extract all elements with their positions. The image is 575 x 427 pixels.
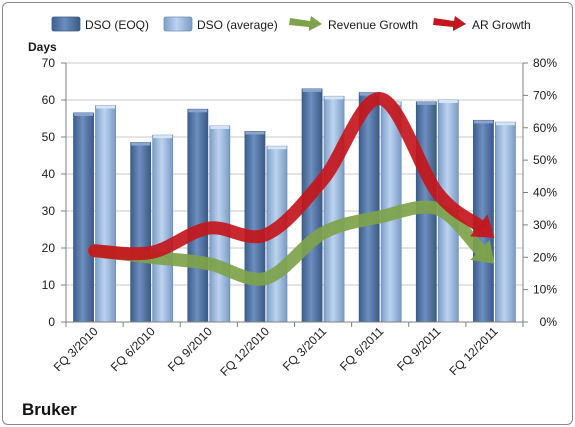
bar-cap xyxy=(495,122,515,126)
bar-cap xyxy=(74,112,94,116)
bar-cap xyxy=(438,100,458,103)
bar-dso-average xyxy=(95,105,116,323)
bar-cap xyxy=(131,142,151,146)
legend-label-dso-average: DSO (average) xyxy=(197,18,278,32)
y-tick-label: 70 xyxy=(42,56,56,70)
y2-tick-label: 50% xyxy=(533,153,557,167)
bar-dso-average xyxy=(152,134,174,323)
legend-label-ar-growth: AR Growth xyxy=(472,18,531,32)
bar-cap xyxy=(473,120,493,124)
x-tick-label: FQ 3/2010 xyxy=(51,324,101,374)
y2-tick-label: 30% xyxy=(533,218,557,232)
bar-dso-average xyxy=(323,95,345,323)
bar-dso-eoq xyxy=(358,92,380,323)
bar-dso-eoq xyxy=(244,131,266,323)
right-tick-labels: 0% 10% 20% 30% 40% 50% 60% 70% 80% xyxy=(523,56,557,329)
bar-cap xyxy=(210,125,230,129)
y-tick-label: 10 xyxy=(42,278,56,292)
x-tick-label: FQ 9/2011 xyxy=(394,324,444,374)
legend-label-revenue-growth: Revenue Growth xyxy=(328,18,418,32)
y-tick-label: 30 xyxy=(42,204,56,218)
bar-dso-eoq xyxy=(187,108,209,323)
y2-tick-label: 70% xyxy=(533,88,557,102)
x-tick-labels: FQ 3/2010 FQ 6/2010 FQ 9/2010 FQ 12/2010 FQ … xyxy=(51,324,501,379)
bar-cap xyxy=(324,96,344,100)
y-tick-label: 60 xyxy=(42,93,56,107)
bar-dso-eoq xyxy=(130,142,152,323)
x-tick-label: FQ 12/2010 xyxy=(217,324,272,379)
bar-cap xyxy=(416,101,436,105)
x-tick-label: FQ 6/2010 xyxy=(108,324,158,374)
legend: DSO (EOQ) DSO (average) Revenue Growth A… xyxy=(51,16,531,32)
bar-dso-eoq xyxy=(73,112,94,323)
bar-cap xyxy=(96,105,116,109)
legend-swatch-revenue-growth xyxy=(289,16,322,31)
bar-cap xyxy=(267,146,287,150)
y2-tick-label: 20% xyxy=(533,250,557,264)
ar-growth-line xyxy=(88,92,486,261)
y-tick-label: 40 xyxy=(42,167,56,181)
x-tick-label: FQ 9/2010 xyxy=(165,324,215,374)
y2-tick-label: 60% xyxy=(533,121,557,135)
x-tick-label: FQ 6/2011 xyxy=(337,324,387,374)
revenue-growth-line xyxy=(88,200,487,286)
y-tick-label: 0 xyxy=(48,315,55,329)
bar-cap xyxy=(359,92,379,96)
y2-tick-label: 40% xyxy=(533,186,557,200)
bar-cap xyxy=(153,135,173,139)
y-tick-label: 50 xyxy=(42,130,56,144)
y2-tick-label: 10% xyxy=(533,283,557,297)
legend-swatch-ar-growth xyxy=(433,16,466,31)
bar-dso-average xyxy=(495,121,516,323)
bar-cap xyxy=(188,109,208,113)
left-tick-labels: 0 10 20 30 40 50 60 70 xyxy=(42,56,66,329)
x-tick-label: FQ 3/2011 xyxy=(280,324,330,374)
legend-label-dso-eoq: DSO (EOQ) xyxy=(85,18,149,32)
revenue-growth-arrowhead xyxy=(470,239,495,264)
y2-tick-label: 80% xyxy=(533,56,557,70)
bar-cap xyxy=(302,88,322,92)
y-tick-label: 20 xyxy=(42,241,56,255)
legend-swatch-dso-eoq xyxy=(51,16,81,32)
y-axis-title: Days xyxy=(28,40,57,54)
growth-arrows xyxy=(88,92,495,286)
y2-tick-label: 0% xyxy=(540,315,558,329)
ar-growth-arrowhead xyxy=(470,214,495,238)
legend-swatch-dso-average xyxy=(163,16,193,32)
company-name: Bruker xyxy=(22,400,77,419)
x-tick-label: FQ 12/2011 xyxy=(446,324,500,378)
bar-cap xyxy=(245,131,265,135)
